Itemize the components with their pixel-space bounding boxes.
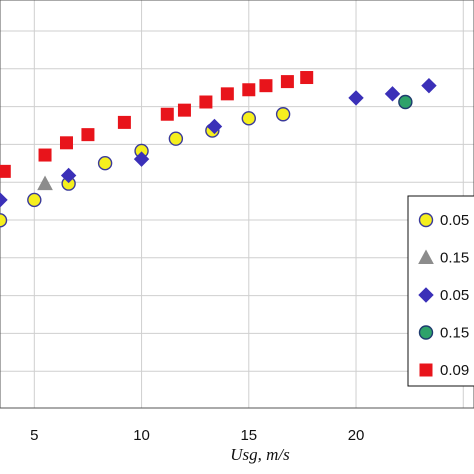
data-point-series-5 (280, 75, 294, 89)
data-point-series-1 (27, 192, 42, 208)
data-point-series-5 (199, 95, 213, 109)
legend-marker-3 (418, 287, 434, 303)
data-point-series-3 (60, 167, 77, 184)
legend: 0.05 0.15 0.05 0.15 0.09 (407, 195, 474, 387)
legend-label-4: 0.15 (440, 325, 469, 342)
data-point-series-5 (177, 103, 191, 117)
legend-marker-5 (419, 363, 433, 377)
x-tick-label: 5 (30, 427, 38, 444)
data-point-series-5 (242, 83, 256, 97)
data-point-series-5 (0, 164, 11, 178)
data-point-series-4 (398, 94, 413, 110)
legend-label-3: 0.05 (440, 287, 469, 304)
legend-label-5: 0.09 (440, 362, 469, 379)
legend-label-1: 0.05 (440, 212, 469, 229)
data-point-series-3 (0, 192, 8, 208)
grid (0, 0, 474, 408)
data-point-series-5 (259, 79, 273, 93)
data-point-series-3 (348, 90, 364, 106)
data-point-series-3 (421, 77, 437, 94)
legend-marker-1 (418, 212, 434, 228)
data-points (0, 71, 437, 228)
x-axis-title: Usg, m/s (230, 445, 290, 464)
data-point-series-2 (37, 175, 53, 191)
x-tick-label: 20 (348, 427, 365, 444)
data-point-series-3 (206, 118, 223, 135)
legend-marker-2 (418, 249, 434, 264)
legend-box (407, 195, 474, 387)
plot-frame (0, 0, 474, 409)
data-point-series-5 (59, 136, 73, 150)
data-point-series-1 (0, 213, 8, 228)
legend-marker-4 (418, 325, 434, 340)
data-point-series-1 (275, 107, 291, 122)
data-point-series-5 (160, 107, 174, 121)
legend-label-2: 0.15 (440, 250, 469, 267)
data-point-series-5 (220, 87, 234, 101)
data-point-series-5 (38, 148, 52, 162)
data-point-series-3 (133, 151, 150, 167)
data-point-series-5 (81, 128, 95, 142)
data-point-series-3 (384, 86, 401, 102)
data-point-series-5 (117, 115, 131, 129)
x-tick-label: 10 (133, 427, 150, 444)
data-point-series-1 (97, 155, 113, 171)
x-tick-labels: 5 10 15 20 (30, 427, 364, 444)
data-point-series-1 (168, 131, 184, 146)
x-tick-label: 15 (240, 427, 257, 444)
data-point-series-5 (300, 71, 314, 85)
data-point-series-1 (241, 111, 256, 126)
